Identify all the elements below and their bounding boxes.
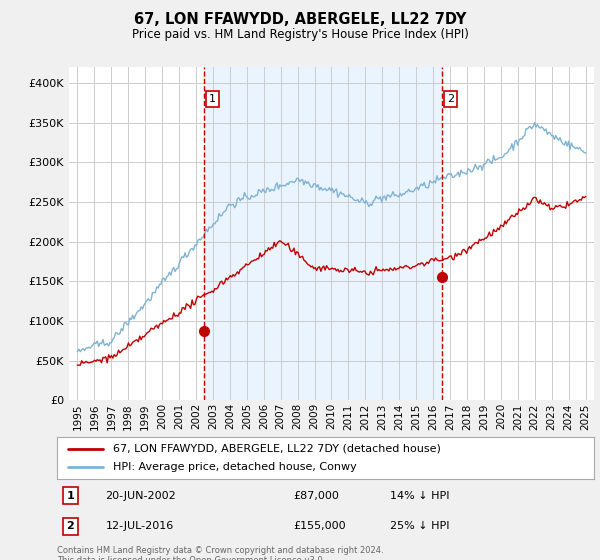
Text: HPI: Average price, detached house, Conwy: HPI: Average price, detached house, Conw… bbox=[113, 462, 357, 472]
Text: £87,000: £87,000 bbox=[293, 491, 339, 501]
Text: 1: 1 bbox=[209, 94, 216, 104]
Bar bbox=[204, 67, 442, 400]
Text: 2: 2 bbox=[447, 94, 454, 104]
Text: Price paid vs. HM Land Registry's House Price Index (HPI): Price paid vs. HM Land Registry's House … bbox=[131, 28, 469, 41]
Text: 67, LON FFAWYDD, ABERGELE, LL22 7DY: 67, LON FFAWYDD, ABERGELE, LL22 7DY bbox=[134, 12, 466, 27]
Text: 12-JUL-2016: 12-JUL-2016 bbox=[106, 521, 173, 531]
Text: Contains HM Land Registry data © Crown copyright and database right 2024.
This d: Contains HM Land Registry data © Crown c… bbox=[57, 546, 383, 560]
Text: 25% ↓ HPI: 25% ↓ HPI bbox=[390, 521, 449, 531]
Text: 20-JUN-2002: 20-JUN-2002 bbox=[106, 491, 176, 501]
Text: 14% ↓ HPI: 14% ↓ HPI bbox=[390, 491, 449, 501]
Text: 1: 1 bbox=[67, 491, 74, 501]
Text: £155,000: £155,000 bbox=[293, 521, 346, 531]
Text: 2: 2 bbox=[67, 521, 74, 531]
Text: 67, LON FFAWYDD, ABERGELE, LL22 7DY (detached house): 67, LON FFAWYDD, ABERGELE, LL22 7DY (det… bbox=[113, 444, 441, 454]
